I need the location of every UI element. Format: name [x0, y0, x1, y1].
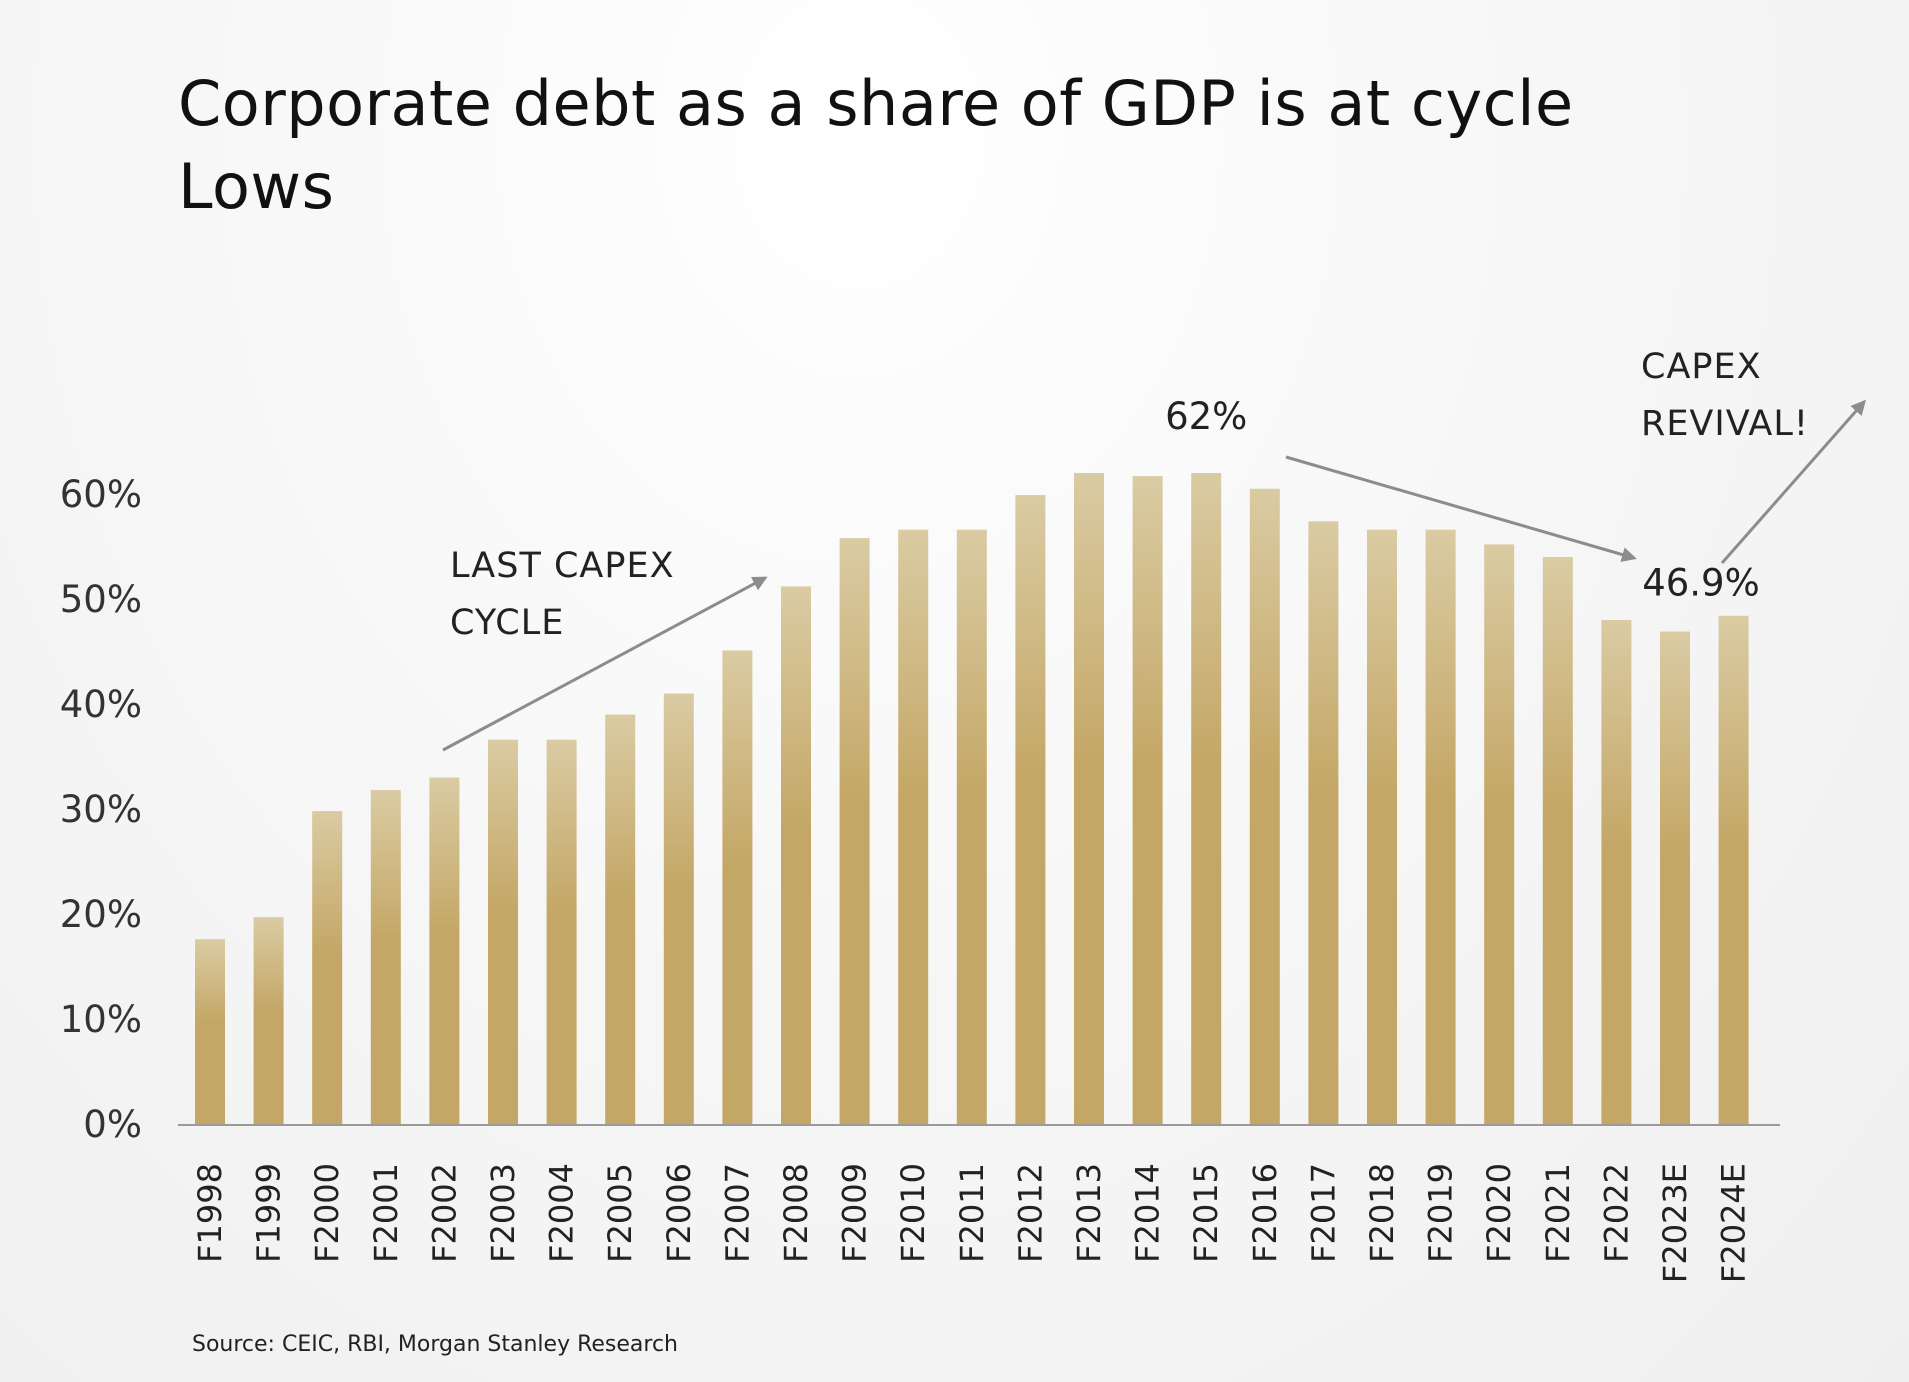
- bar-f2005: [605, 714, 636, 1124]
- x-tick-label: F2007: [718, 1163, 756, 1263]
- x-tick-label: F2023E: [1656, 1163, 1694, 1283]
- capex-revival-label-line1: CAPEX: [1641, 347, 1762, 387]
- bar-f2002: [429, 777, 460, 1124]
- last-capex-arrow: [442, 576, 768, 752]
- x-tick-label: F1998: [191, 1163, 229, 1263]
- bar-f2011: [956, 529, 987, 1124]
- x-tick-label: F2005: [601, 1163, 639, 1263]
- bar-f2007: [722, 650, 753, 1124]
- bar-f2021: [1542, 557, 1573, 1124]
- y-tick-label: 0%: [83, 1103, 142, 1146]
- bars-group: [195, 473, 1749, 1124]
- x-tick-label: F2002: [425, 1163, 463, 1263]
- bar-f2010: [898, 529, 929, 1124]
- bar-f2006: [663, 693, 694, 1124]
- data-label: 62%: [1165, 395, 1247, 438]
- bar-f2014: [1132, 476, 1163, 1124]
- bar-f2000: [312, 811, 343, 1124]
- x-tick-label: F2017: [1304, 1163, 1342, 1263]
- bar-f2004: [546, 739, 577, 1124]
- x-tick-label: F2003: [484, 1163, 522, 1263]
- x-tick-label: F2006: [660, 1163, 698, 1263]
- x-tick-label: F2012: [1011, 1163, 1049, 1263]
- bar-f2015: [1191, 473, 1222, 1124]
- x-tick-label: F1999: [250, 1163, 288, 1263]
- bar-f2022: [1601, 620, 1632, 1124]
- x-tick-label: F2021: [1539, 1163, 1577, 1263]
- y-tick-label: 30%: [60, 788, 142, 831]
- decline-arrow: [1285, 455, 1637, 562]
- data-labels: 62% 46.9%: [1165, 395, 1760, 605]
- x-tick-label: F2009: [836, 1163, 874, 1263]
- bar-f2008: [781, 586, 811, 1124]
- source-note: Source: CEIC, RBI, Morgan Stanley Resear…: [192, 1332, 678, 1357]
- last-capex-label-line1: LAST CAPEX: [450, 546, 675, 586]
- bar-f2020: [1484, 544, 1515, 1124]
- x-tick-label: F2011: [953, 1163, 991, 1263]
- x-tick-label: F2004: [543, 1163, 581, 1263]
- x-tick-label: F2010: [894, 1163, 932, 1263]
- data-label: 46.9%: [1642, 562, 1760, 605]
- y-tick-label: 50%: [60, 578, 142, 621]
- bar-f2019: [1425, 529, 1456, 1124]
- x-tick-label: F2015: [1187, 1163, 1225, 1263]
- y-tick-label: 20%: [60, 893, 142, 936]
- x-tick-label: F2024E: [1715, 1163, 1753, 1283]
- x-tick-label: F2014: [1129, 1163, 1167, 1263]
- x-tick-label: F2008: [777, 1163, 815, 1263]
- x-tick-label: F2018: [1363, 1163, 1401, 1263]
- bar-f2023e: [1660, 631, 1690, 1124]
- x-tick-label: F2019: [1422, 1163, 1460, 1263]
- bar-f2017: [1308, 521, 1339, 1124]
- x-tick-label: F2022: [1597, 1163, 1635, 1263]
- bar-f1998: [195, 939, 225, 1124]
- bar-f2013: [1074, 473, 1104, 1124]
- y-tick-label: 10%: [60, 998, 142, 1041]
- bar-f2016: [1249, 488, 1280, 1124]
- capex-revival-label-line2: REVIVAL!: [1641, 404, 1809, 444]
- bar-f2009: [839, 538, 870, 1124]
- y-tick-label: 60%: [60, 473, 142, 516]
- y-tick-label: 40%: [60, 683, 142, 726]
- bar-f2024e: [1718, 615, 1749, 1124]
- bar-f1999: [253, 917, 284, 1124]
- x-axis-ticks: F1998 F1999 F2000 F2001 F2002 F2003 F2004 F2005…: [191, 1163, 1753, 1283]
- capex-revival-arrow: [1720, 399, 1866, 564]
- last-capex-label-line2: CYCLE: [450, 603, 564, 643]
- bar-f2003: [488, 739, 518, 1124]
- bar-f2012: [1015, 495, 1046, 1124]
- y-axis-ticks: 0% 10% 20% 30% 40% 50% 60%: [60, 473, 142, 1146]
- x-tick-label: F2001: [367, 1163, 405, 1263]
- x-tick-label: F2000: [308, 1163, 346, 1263]
- bar-f2018: [1367, 529, 1397, 1124]
- bar-f2001: [370, 790, 401, 1124]
- chart-title: Corporate debt as a share of GDP is at c…: [178, 67, 1574, 223]
- x-tick-label: F2016: [1246, 1163, 1284, 1263]
- x-tick-label: F2020: [1480, 1163, 1518, 1263]
- x-tick-label: F2013: [1070, 1163, 1108, 1263]
